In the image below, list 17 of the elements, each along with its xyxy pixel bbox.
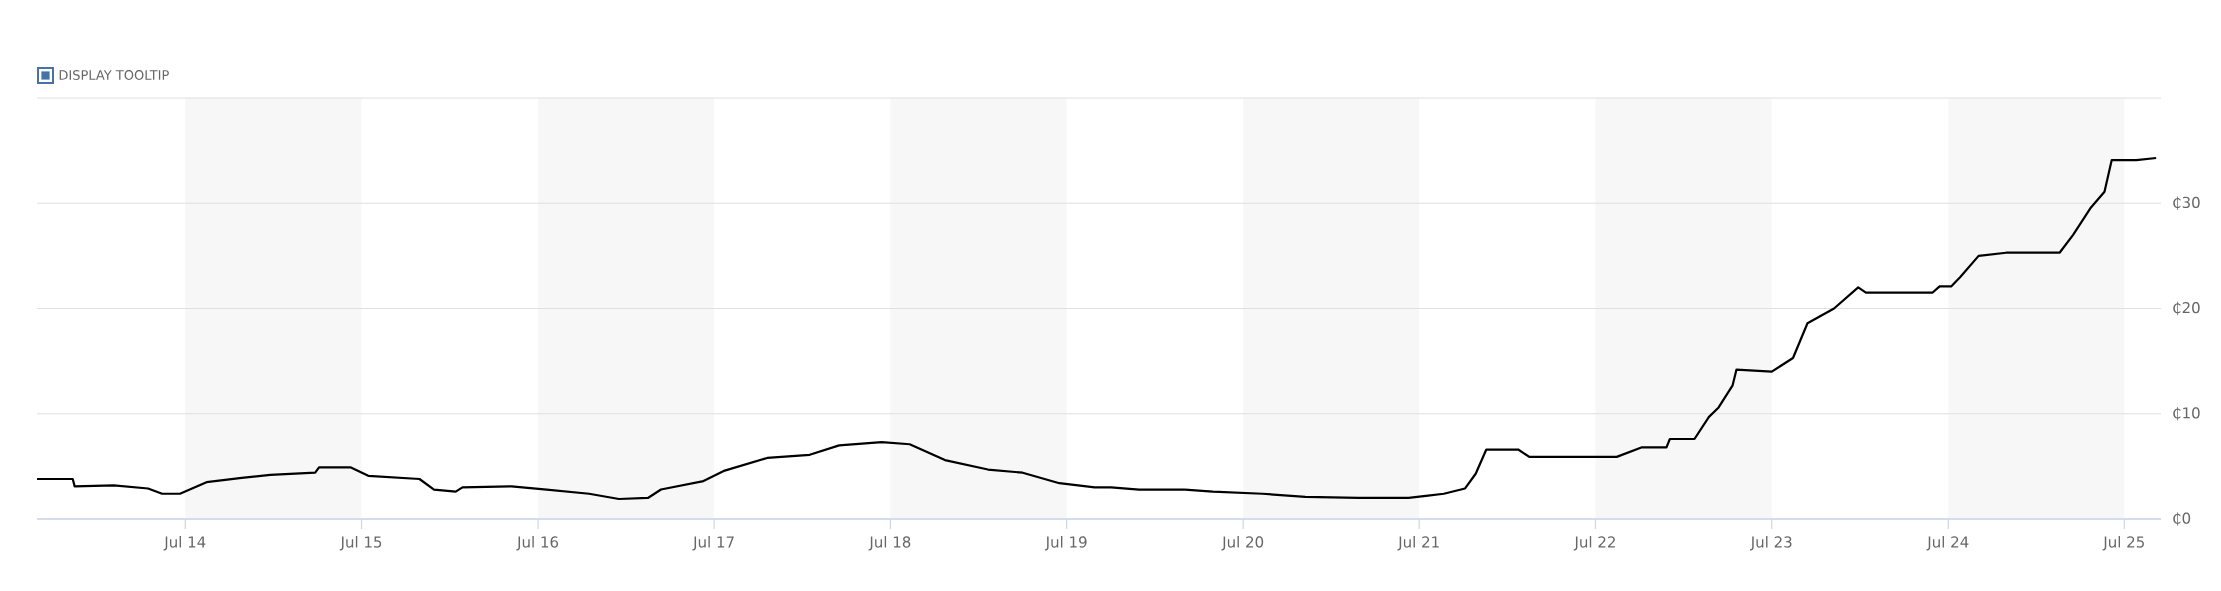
y-tick-label: ₵20 (2173, 301, 2200, 316)
y-tick-label: ₵10 (2173, 406, 2200, 421)
x-tick-label: Jul 16 (516, 536, 559, 551)
x-tick-label: Jul 21 (1397, 536, 1439, 551)
x-tick-label: Jul 19 (1044, 536, 1087, 551)
x-tick-label: Jul 20 (1221, 536, 1264, 551)
x-tick-label: Jul 24 (1926, 536, 1969, 551)
y-tick-label: ₵0 (2173, 512, 2191, 526)
x-tick-label: Jul 18 (868, 536, 911, 551)
x-tick-label: Jul 15 (339, 536, 382, 551)
text: DISPLAY TOOLTIP (59, 70, 169, 80)
x-tick-label: Jul 25 (2102, 536, 2144, 551)
x-tick-label: Jul 17 (692, 536, 734, 551)
x-tick-label: Jul 22 (1573, 536, 1615, 551)
x-tick-label: Jul 14 (163, 536, 206, 551)
x-tick-label: Jul 23 (1749, 536, 1792, 551)
y-tick-label: ₵30 (2173, 196, 2200, 211)
